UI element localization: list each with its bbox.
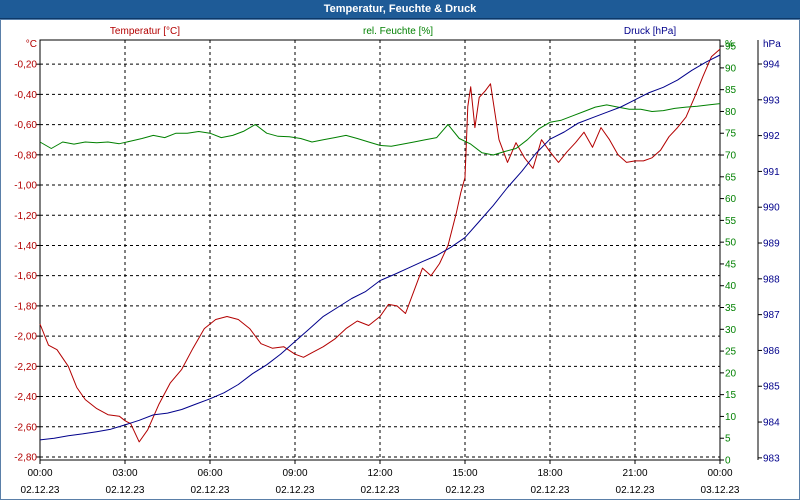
x-tick-date: 02.12.23 (276, 485, 315, 496)
x-tick-date: 02.12.23 (531, 485, 570, 496)
x-tick-time: 18:00 (537, 468, 562, 479)
temperature-unit: °C (26, 39, 37, 50)
humidity-tick-label: 10 (725, 412, 737, 423)
temperature-tick-label: -2,20 (14, 362, 37, 373)
temperature-tick-label: -2,80 (14, 452, 37, 463)
humidity-tick-label: 90 (725, 63, 737, 74)
pressure-tick-label: 986 (763, 346, 780, 357)
temperature-tick-label: -1,00 (14, 181, 37, 192)
pressure-tick-label: 990 (763, 203, 780, 214)
x-tick-time: 03:00 (112, 468, 137, 479)
temperature-tick-label: -1,20 (14, 211, 37, 222)
chart-title: Temperatur, Feuchte & Druck (323, 3, 477, 15)
x-tick-date: 02.12.23 (106, 485, 145, 496)
humidity-tick-label: 0 (725, 456, 731, 467)
humidity-axis-label: rel. Feuchte [%] (363, 26, 433, 37)
x-tick-time: 09:00 (282, 468, 307, 479)
humidity-tick-label: 55 (725, 216, 737, 227)
humidity-tick-label: 35 (725, 303, 737, 314)
pressure-unit: hPa (763, 39, 781, 50)
pressure-axis-label: Druck [hPa] (624, 26, 676, 37)
x-tick-time: 15:00 (452, 468, 477, 479)
temperature-tick-label: -2,00 (14, 332, 37, 343)
pressure-tick-label: 985 (763, 382, 780, 393)
humidity-series-line (39, 103, 721, 156)
temperature-tick-label: -0,40 (14, 90, 37, 101)
humidity-tick-label: 20 (725, 368, 737, 379)
temperature-series-line (39, 48, 721, 443)
humidity-unit: % (725, 39, 734, 50)
pressure-tick-label: 983 (763, 453, 780, 464)
humidity-tick-label: 95 (725, 42, 737, 53)
humidity-tick-label: 25 (725, 347, 737, 358)
humidity-tick-label: 75 (725, 129, 737, 140)
humidity-tick-label: 50 (725, 238, 737, 249)
humidity-tick-label: 60 (725, 194, 737, 205)
humidity-tick-label: 80 (725, 107, 737, 118)
temperature-tick-label: -2,40 (14, 392, 37, 403)
pressure-tick-label: 991 (763, 167, 780, 178)
humidity-tick-label: 40 (725, 281, 737, 292)
temperature-axis-label: Temperatur [°C] (110, 26, 180, 37)
pressure-tick-label: 987 (763, 310, 780, 321)
pressure-series-line (39, 54, 721, 441)
x-tick-date: 02.12.23 (616, 485, 655, 496)
temperature-tick-label: -1,40 (14, 241, 37, 252)
x-tick-time: 21:00 (622, 468, 647, 479)
pressure-tick-label: 992 (763, 131, 780, 142)
temperature-tick-label: -0,60 (14, 120, 37, 131)
x-tick-time: 12:00 (367, 468, 392, 479)
x-tick-time: 06:00 (197, 468, 222, 479)
pressure-tick-label: 993 (763, 95, 780, 106)
temperature-tick-label: -0,20 (14, 60, 37, 71)
humidity-tick-label: 70 (725, 151, 737, 162)
temperature-tick-label: -1,60 (14, 271, 37, 282)
x-tick-date: 02.12.23 (361, 485, 400, 496)
temperature-tick-label: -1,80 (14, 301, 37, 312)
temperature-tick-label: -2,60 (14, 422, 37, 433)
x-tick-date: 02.12.23 (191, 485, 230, 496)
humidity-tick-label: 5 (725, 434, 731, 445)
pressure-tick-label: 989 (763, 239, 780, 250)
humidity-tick-label: 15 (725, 390, 737, 401)
humidity-tick-label: 85 (725, 85, 737, 96)
humidity-tick-label: 65 (725, 172, 737, 183)
humidity-tick-label: 30 (725, 325, 737, 336)
pressure-tick-label: 988 (763, 274, 780, 285)
humidity-tick-label: 45 (725, 259, 737, 270)
x-tick-time: 00:00 (27, 468, 52, 479)
x-tick-date: 02.12.23 (446, 485, 485, 496)
x-tick-date: 02.12.23 (21, 485, 60, 496)
pressure-tick-label: 984 (763, 418, 780, 429)
x-tick-date: 03.12.23 (701, 485, 740, 496)
temperature-tick-label: -0,80 (14, 150, 37, 161)
window-title-bar: Temperatur, Feuchte & Druck (0, 0, 800, 19)
pressure-tick-label: 994 (763, 59, 780, 70)
x-tick-time: 00:00 (707, 468, 732, 479)
